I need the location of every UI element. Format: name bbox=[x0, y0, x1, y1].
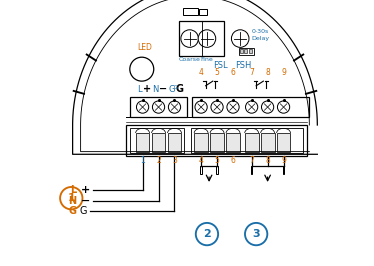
Bar bbox=[192, 97, 309, 117]
Text: 4: 4 bbox=[199, 68, 203, 77]
Bar bbox=[151, 133, 165, 152]
Text: 6: 6 bbox=[231, 68, 236, 77]
Text: FSL: FSL bbox=[213, 61, 227, 70]
Bar bbox=[130, 128, 184, 153]
Text: 1: 1 bbox=[140, 156, 145, 165]
Text: 9: 9 bbox=[281, 68, 286, 77]
Text: Coarse: Coarse bbox=[179, 57, 200, 62]
Text: −: − bbox=[81, 196, 91, 206]
Circle shape bbox=[130, 57, 154, 81]
Circle shape bbox=[137, 101, 149, 113]
Text: L: L bbox=[70, 185, 77, 195]
Bar bbox=[194, 133, 208, 152]
Text: G: G bbox=[80, 206, 87, 217]
Text: 7: 7 bbox=[249, 68, 254, 77]
Text: 8: 8 bbox=[265, 156, 270, 165]
Text: 3: 3 bbox=[172, 156, 177, 165]
Text: L: L bbox=[137, 85, 142, 94]
Bar bbox=[261, 133, 275, 152]
Bar bbox=[130, 97, 187, 117]
Text: Fine: Fine bbox=[200, 57, 213, 62]
Circle shape bbox=[211, 101, 223, 113]
Text: N: N bbox=[152, 85, 159, 94]
Circle shape bbox=[198, 30, 216, 47]
Bar bbox=[216, 166, 218, 174]
Bar bbox=[240, 49, 243, 53]
Text: 7: 7 bbox=[249, 156, 254, 165]
Text: 5: 5 bbox=[215, 68, 220, 77]
Text: LED: LED bbox=[137, 43, 152, 52]
Circle shape bbox=[278, 101, 290, 113]
Bar bbox=[200, 166, 202, 174]
Text: −: − bbox=[159, 84, 168, 94]
Text: G: G bbox=[168, 85, 175, 94]
Text: G: G bbox=[68, 206, 77, 217]
Circle shape bbox=[232, 30, 249, 47]
Bar bbox=[249, 49, 252, 53]
Circle shape bbox=[153, 101, 165, 113]
Circle shape bbox=[195, 101, 207, 113]
Bar bbox=[283, 166, 284, 174]
Text: +: + bbox=[143, 84, 151, 94]
Text: 2: 2 bbox=[156, 156, 161, 165]
Circle shape bbox=[181, 30, 199, 47]
Circle shape bbox=[261, 101, 274, 113]
Bar bbox=[199, 9, 207, 15]
Circle shape bbox=[168, 101, 181, 113]
Text: 5: 5 bbox=[215, 156, 220, 165]
Text: N: N bbox=[68, 196, 77, 206]
Bar bbox=[210, 133, 224, 152]
Bar bbox=[245, 133, 258, 152]
Text: 8: 8 bbox=[265, 68, 270, 77]
Text: FSH: FSH bbox=[234, 61, 251, 70]
Bar bbox=[277, 133, 291, 152]
Text: 2: 2 bbox=[203, 229, 211, 239]
Circle shape bbox=[245, 101, 258, 113]
Text: 3: 3 bbox=[252, 229, 260, 239]
Bar bbox=[251, 166, 252, 174]
Bar bbox=[245, 49, 247, 53]
Bar bbox=[226, 133, 240, 152]
Text: G: G bbox=[174, 85, 178, 90]
Text: +: + bbox=[81, 185, 91, 195]
Text: 6: 6 bbox=[231, 156, 236, 165]
Bar bbox=[183, 8, 197, 15]
Bar bbox=[239, 48, 254, 55]
Text: G: G bbox=[175, 84, 183, 94]
Bar bbox=[179, 21, 224, 56]
Circle shape bbox=[227, 101, 239, 113]
Bar bbox=[168, 133, 181, 152]
Text: 1: 1 bbox=[67, 193, 75, 203]
Text: Delay: Delay bbox=[252, 36, 270, 41]
Text: 4: 4 bbox=[199, 156, 203, 165]
Bar bbox=[136, 133, 150, 152]
Bar bbox=[191, 128, 303, 153]
Text: 0-30s: 0-30s bbox=[252, 30, 269, 34]
Bar bbox=[126, 125, 307, 156]
Text: 9: 9 bbox=[281, 156, 286, 165]
